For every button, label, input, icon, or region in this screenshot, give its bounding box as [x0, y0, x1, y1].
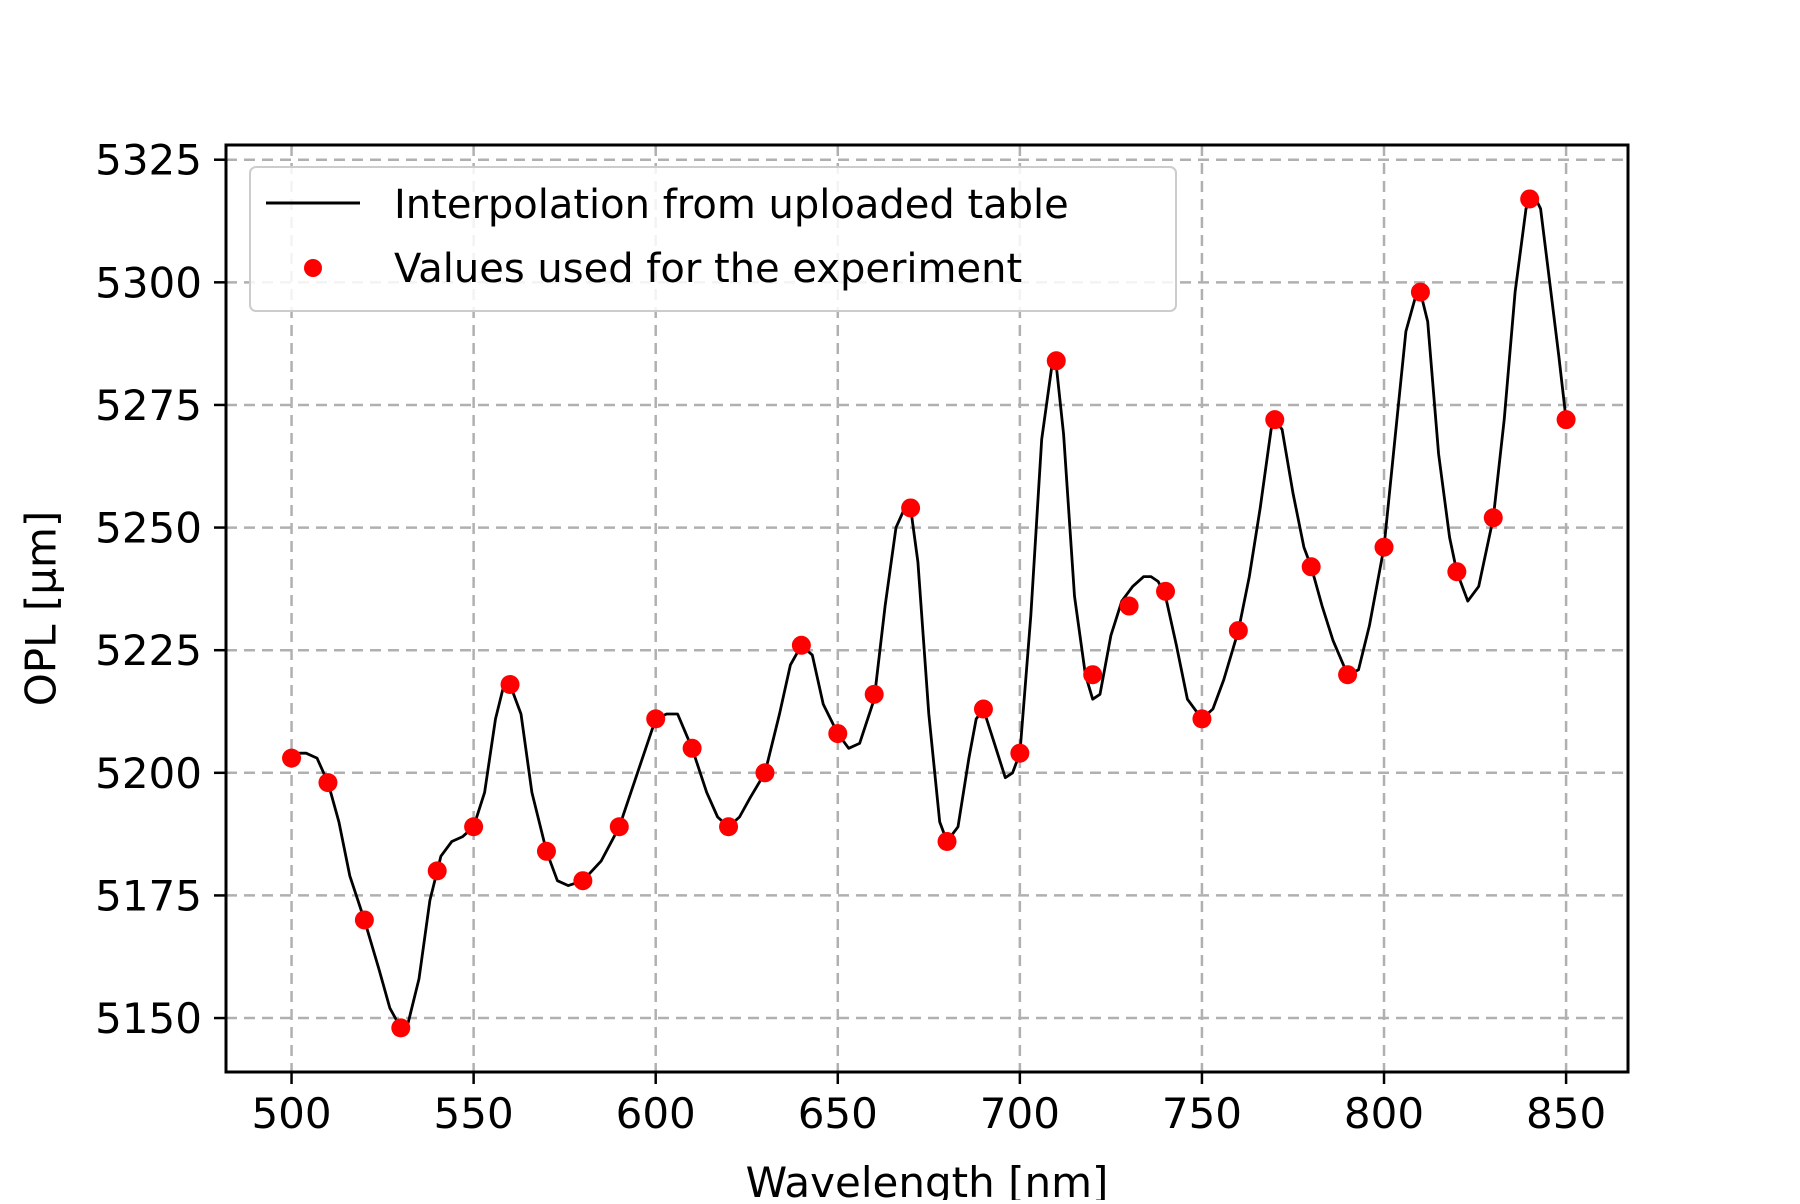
y-tick-label: 5250: [95, 504, 202, 553]
data-point: [828, 724, 848, 744]
interpolation-line-layer: [290, 192, 1568, 1030]
data-points-layer: [282, 189, 1576, 1038]
data-point: [1228, 621, 1248, 641]
x-tick-label: 850: [1526, 1089, 1606, 1138]
y-tick-label: 5275: [95, 381, 202, 430]
data-point: [1192, 709, 1212, 729]
legend-box: [249, 166, 1177, 312]
legend-label-values: Values used for the experiment: [394, 246, 1022, 292]
data-point: [427, 861, 447, 881]
data-point: [609, 817, 629, 837]
data-point: [1556, 410, 1576, 430]
data-point: [1156, 581, 1176, 601]
x-tick-label: 650: [798, 1089, 878, 1138]
y-tick-label: 5200: [95, 749, 202, 798]
y-tick-label: 5175: [95, 871, 202, 920]
data-point: [1265, 410, 1285, 430]
y-tick-label: 5225: [95, 626, 202, 675]
data-point: [1301, 557, 1321, 577]
y-tick-label: 5150: [95, 994, 202, 1043]
data-point: [500, 675, 520, 695]
y-tick-label: 5300: [95, 258, 202, 307]
y-tick-label: 5325: [95, 136, 202, 185]
data-point: [719, 817, 739, 837]
data-point: [1447, 562, 1467, 582]
data-point: [464, 817, 484, 837]
data-point: [391, 1018, 411, 1038]
plot-frame: [224, 143, 1630, 1074]
data-point: [1520, 189, 1540, 209]
data-point: [682, 738, 702, 758]
data-point: [937, 831, 957, 851]
x-axis-ticks: 500 550 600 650 700 750 800 850: [251, 1072, 1606, 1138]
data-point: [282, 748, 302, 768]
legend: Interpolation from uploaded table Values…: [249, 166, 1177, 312]
data-point: [1083, 665, 1103, 685]
data-point: [1410, 282, 1430, 302]
x-tick-label: 750: [1162, 1089, 1242, 1138]
legend-marker-swatch: [304, 259, 322, 277]
y-axis-ticks: 5150 5175 5200 5225 5250 5275 5300 5325: [95, 136, 226, 1043]
x-tick-label: 800: [1344, 1089, 1424, 1138]
x-tick-label: 700: [980, 1089, 1060, 1138]
data-point: [536, 841, 556, 861]
data-point: [573, 871, 593, 891]
data-point: [864, 684, 884, 704]
data-point: [354, 910, 374, 930]
y-axis-label: OPL [μm]: [17, 511, 66, 707]
data-point: [1338, 665, 1358, 685]
data-point: [1119, 596, 1139, 616]
data-point: [1046, 351, 1066, 371]
data-point: [318, 773, 338, 793]
legend-label-interpolation: Interpolation from uploaded table: [394, 182, 1069, 228]
data-point: [1374, 537, 1394, 557]
x-tick-label: 500: [251, 1089, 331, 1138]
data-point: [973, 699, 993, 719]
data-point: [1483, 508, 1503, 528]
x-tick-label: 550: [434, 1089, 514, 1138]
x-tick-label: 600: [616, 1089, 696, 1138]
data-point: [791, 635, 811, 655]
data-point: [1010, 743, 1030, 763]
data-point: [901, 498, 921, 518]
data-point: [646, 709, 666, 729]
x-axis-label: Wavelength [nm]: [746, 1158, 1109, 1200]
interpolation-line: [290, 192, 1568, 1030]
data-point: [755, 763, 775, 783]
